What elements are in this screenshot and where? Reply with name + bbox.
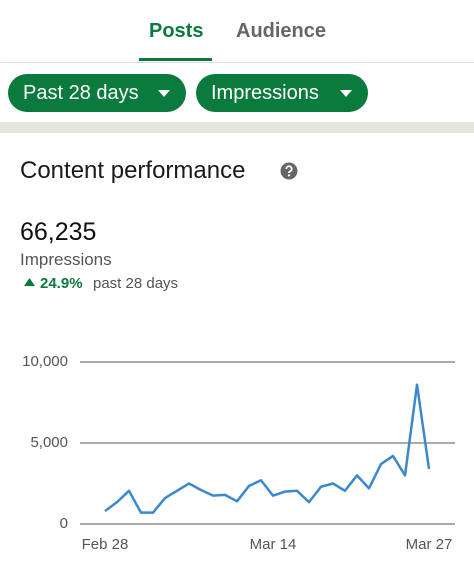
change-period: past 28 days [93, 275, 179, 292]
metric-label: Impressions [20, 250, 112, 269]
filter-button[interactable]: Impressions [196, 74, 368, 112]
y-tick-label: 0 [60, 515, 68, 532]
help-icon[interactable] [280, 162, 298, 180]
filter-button[interactable]: Past 28 days [8, 74, 186, 112]
dropdown-arrow [158, 90, 170, 97]
filter-label: Past 28 days [23, 82, 139, 104]
separator-band [0, 122, 474, 133]
tab[interactable]: Posts [149, 20, 204, 42]
dropdown-arrow [340, 90, 352, 97]
y-tick-label: 5,000 [30, 434, 68, 451]
tab-underline [139, 58, 212, 61]
divider [0, 62, 474, 63]
y-tick-label: 10,000 [22, 353, 68, 370]
filter-label: Impressions [211, 82, 319, 104]
x-tick-label: Mar 14 [250, 536, 297, 553]
chart: 0 5,000 10,000 Feb 28 Mar 14 Mar 27 [22, 353, 455, 553]
x-tick-label: Mar 27 [406, 536, 453, 553]
x-tick-label: Feb 28 [82, 536, 129, 553]
tab[interactable]: Audience [236, 20, 327, 42]
change-value: 24.9% [40, 275, 83, 292]
data-line [104, 383, 431, 514]
total-value: 66,235 [20, 218, 97, 246]
section-title: Content performance [20, 157, 246, 184]
up-arrow [24, 278, 35, 286]
